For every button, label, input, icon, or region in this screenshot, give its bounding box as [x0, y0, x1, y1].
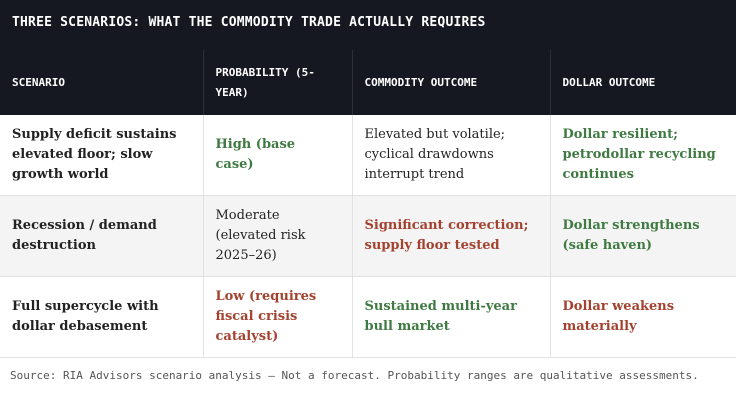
- column-header: COMMODITY OUTCOME: [351, 50, 550, 115]
- table-cell: Supply deficit sustains elevated floor; …: [0, 115, 203, 196]
- table-cell: Low (requires fiscal crisis catalyst): [202, 276, 352, 358]
- table-cell: Dollar strengthens (safe haven): [549, 195, 736, 277]
- table-cell: Moderate (elevated risk 2025–26): [202, 195, 352, 277]
- column-header: DOLLAR OUTCOME: [549, 50, 736, 115]
- table-body: Supply deficit sustains elevated floor; …: [0, 115, 736, 358]
- table-title: THREE SCENARIOS: WHAT THE COMMODITY TRAD…: [0, 0, 736, 50]
- table-cell: Recession / demand destruction: [0, 195, 203, 277]
- table-cell: Significant correction; supply floor tes…: [351, 195, 550, 277]
- header-row: SCENARIO PROBABILITY (5-YEAR) COMMODITY OU…: [0, 50, 736, 115]
- column-header: SCENARIO: [0, 50, 203, 115]
- table-cell: Dollar resilient; petrodollar recycling …: [549, 115, 736, 196]
- table-cell: Full supercycle with dollar debasement: [0, 276, 203, 358]
- scenario-table: SCENARIO PROBABILITY (5-YEAR) COMMODITY OU…: [0, 50, 736, 358]
- source-note: Source: RIA Advisors scenario analysis —…: [10, 369, 699, 382]
- table-row: Supply deficit sustains elevated floor; …: [0, 115, 736, 196]
- table-cell: Sustained multi-year bull market: [351, 276, 550, 358]
- table-cell: High (base case): [202, 115, 352, 196]
- table-row: Full supercycle with dollar debasement Lo…: [0, 276, 736, 358]
- table-cell: Elevated but volatile; cyclical drawdown…: [351, 115, 550, 196]
- table-cell: Dollar weakens materially: [549, 276, 736, 358]
- column-header: PROBABILITY (5-YEAR): [202, 50, 352, 115]
- table-row: Recession / demand destruction Moderate (…: [0, 195, 736, 277]
